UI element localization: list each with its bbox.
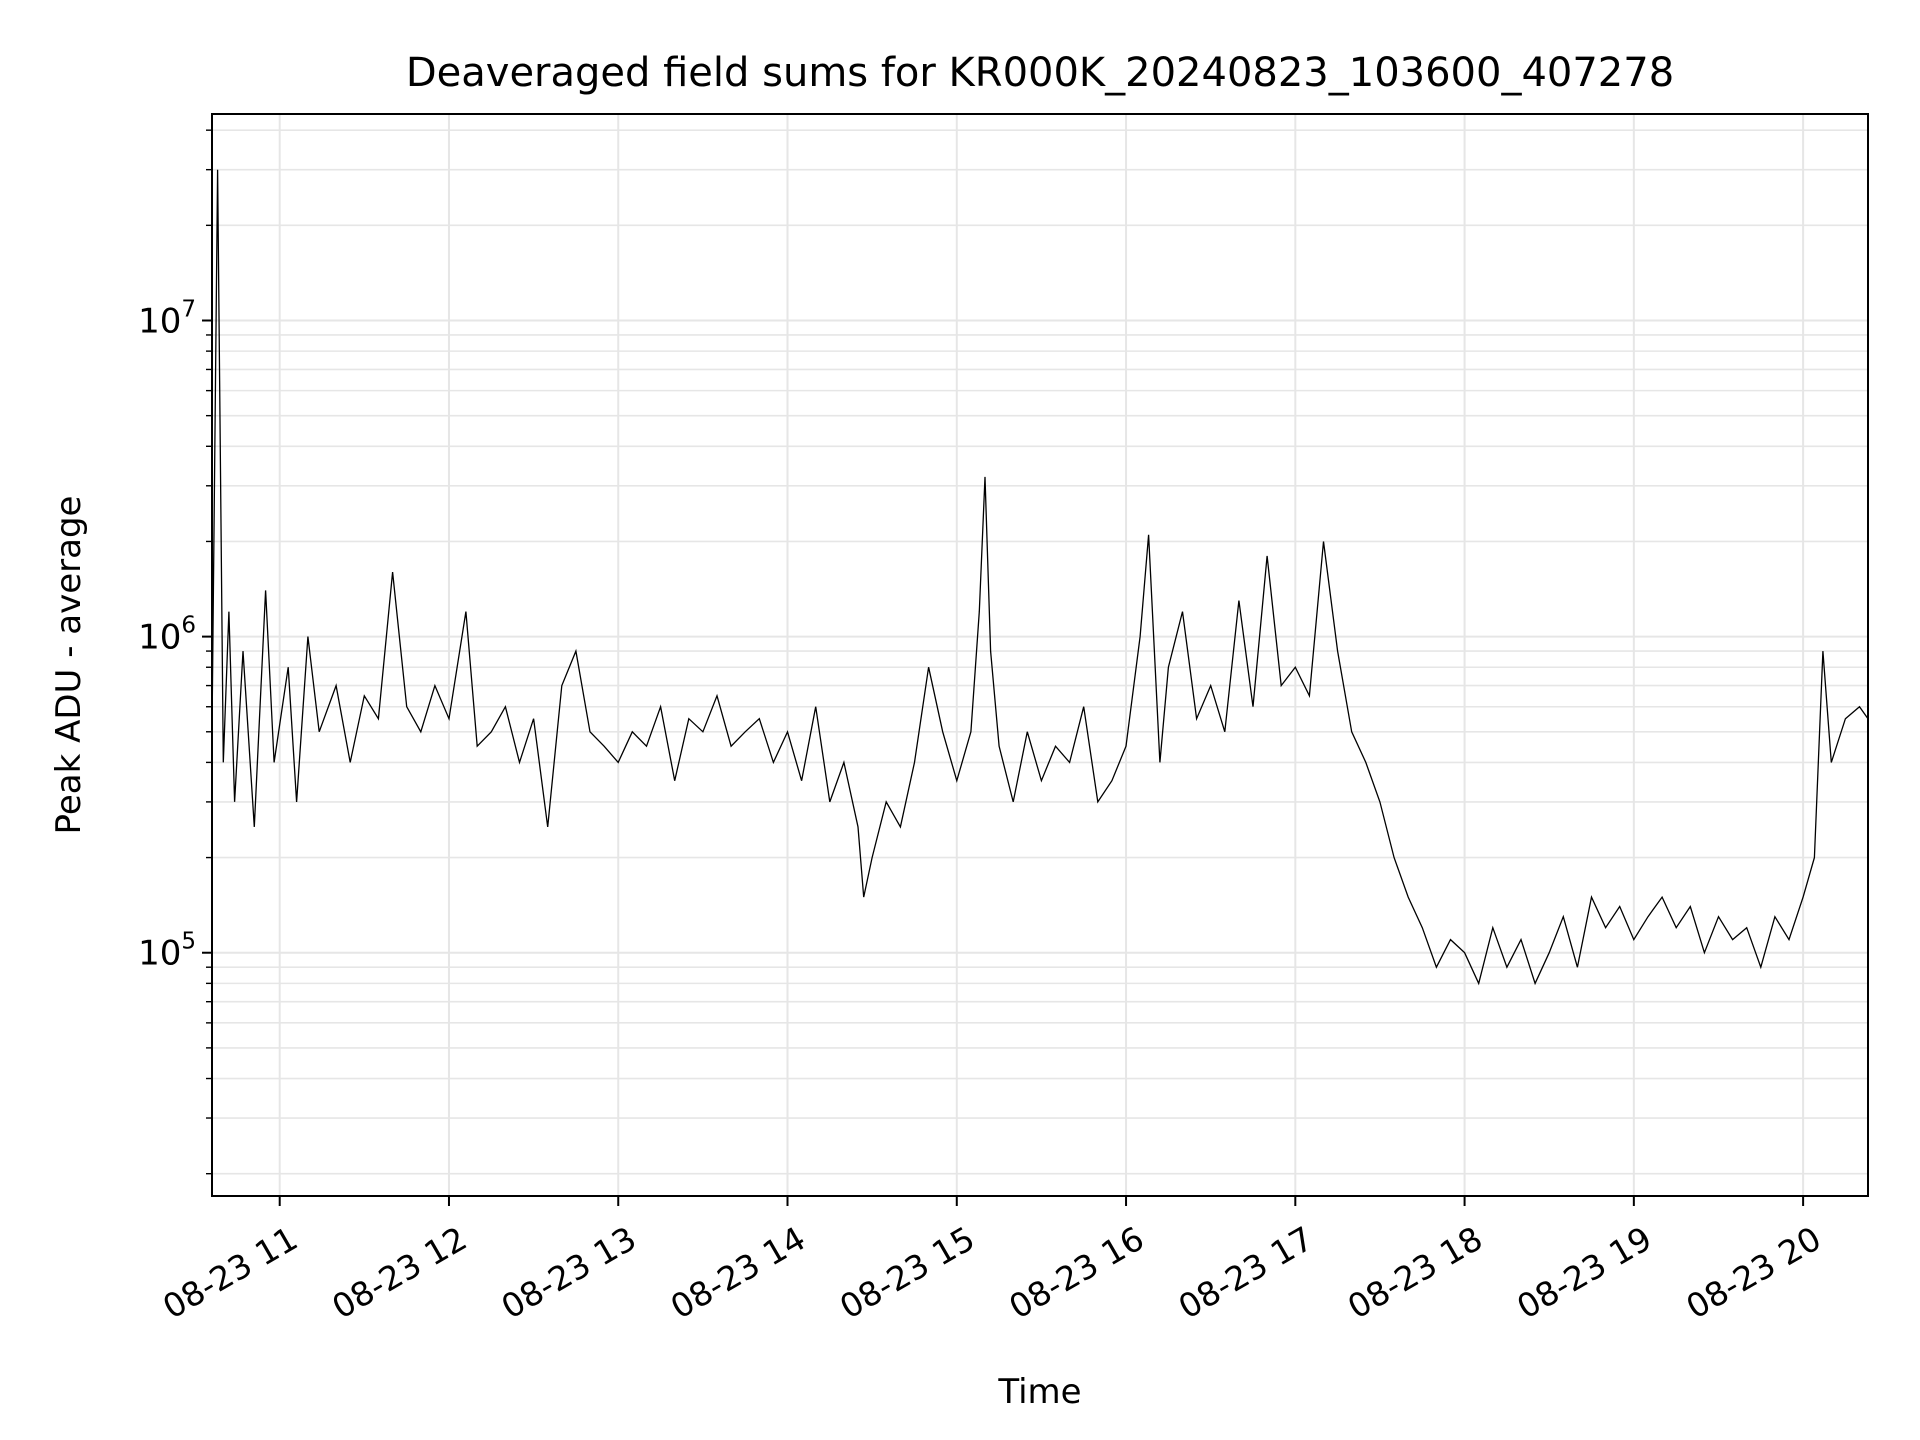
plot-frame bbox=[211, 113, 1869, 1197]
grid-layer bbox=[212, 114, 1868, 1196]
x-tick-label: 08-23 13 bbox=[495, 1219, 643, 1327]
x-tick-label: 08-23 11 bbox=[156, 1219, 304, 1327]
x-tick-label: 08-23 19 bbox=[1510, 1219, 1658, 1327]
y-axis-label: Peak ADU - average bbox=[49, 496, 89, 835]
x-tick-label: 08-23 15 bbox=[833, 1219, 981, 1327]
x-tick-label: 08-23 17 bbox=[1172, 1219, 1320, 1327]
x-tick-label: 08-23 16 bbox=[1002, 1219, 1150, 1327]
x-axis-label: Time bbox=[997, 1372, 1081, 1412]
x-tick-label: 08-23 18 bbox=[1341, 1219, 1489, 1327]
x-tick-label: 08-23 14 bbox=[664, 1219, 812, 1327]
y-tick-label: 105 bbox=[138, 929, 196, 974]
y-tick-label: 107 bbox=[138, 296, 196, 341]
chart-title: Deaveraged field sums for KR000K_2024082… bbox=[406, 50, 1674, 96]
series-0-line bbox=[211, 169, 1869, 986]
y-tick-label: 106 bbox=[138, 613, 196, 658]
x-tick-label: 08-23 12 bbox=[325, 1219, 473, 1327]
x-tick-label: 08-23 20 bbox=[1680, 1219, 1828, 1327]
